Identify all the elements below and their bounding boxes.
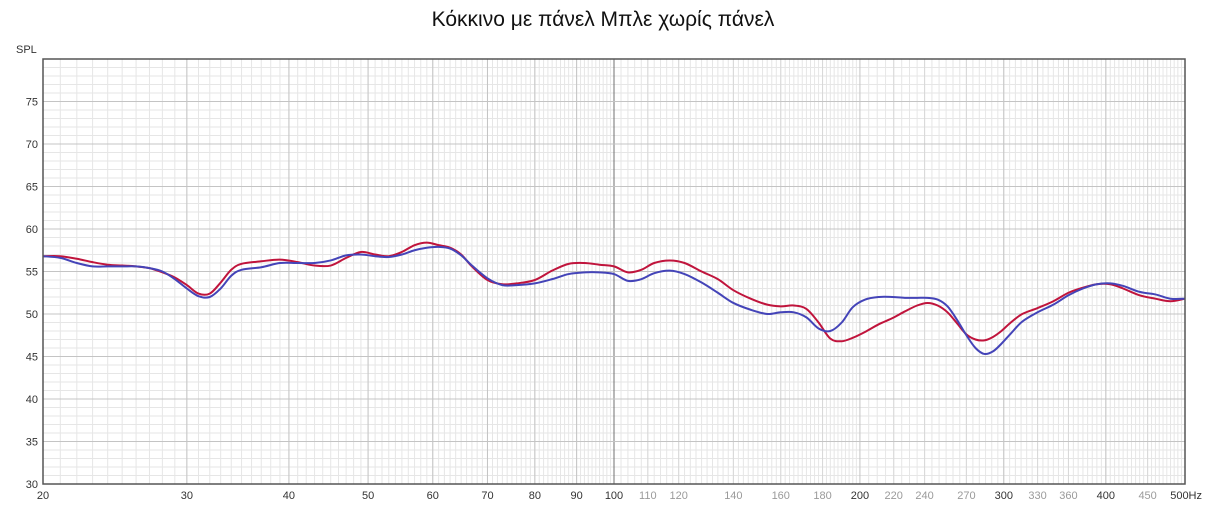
x-tick-label: 40 (283, 490, 295, 502)
x-tick-label: 90 (570, 490, 582, 502)
x-tick-label: 220 (885, 490, 903, 502)
y-tick-label: 50 (26, 309, 38, 321)
x-tick-label: 60 (427, 490, 439, 502)
x-tick-label: 20 (37, 490, 49, 502)
x-tick-label: 330 (1028, 490, 1046, 502)
y-tick-label: 45 (26, 352, 38, 364)
plot-frame (42, 58, 1186, 485)
y-tick-label: 35 (26, 437, 38, 449)
x-tick-label: 270 (957, 490, 975, 502)
x-tick-label: 360 (1059, 490, 1077, 502)
series-line-2 (42, 245, 1186, 356)
y-axis-label: SPL (16, 44, 37, 56)
x-tick-label: 180 (813, 490, 831, 502)
major-grid (43, 59, 1185, 484)
y-tick-label: 65 (26, 182, 38, 194)
y-tick-label: 70 (26, 139, 38, 151)
chart-title: Κόκκινο με πάνελ Μπλε χωρίς πάνελ (431, 8, 775, 31)
y-tick-label: 75 (26, 97, 38, 109)
x-tick-label: 80 (529, 490, 541, 502)
y-tick-labels: 30 35 40 45 50 55 60 65 70 75 (26, 97, 38, 492)
y-tick-label: 60 (26, 224, 38, 236)
x-tick-label: 100 (605, 490, 623, 502)
y-tick-label: 55 (26, 267, 38, 279)
x-tick-labels: 20 30 40 50 60 70 80 90 100 110 120 140 160 180 200 220… (37, 490, 1202, 502)
x-tick-label: 30 (181, 490, 193, 502)
x-tick-label: 300 (995, 490, 1013, 502)
x-tick-label: 240 (915, 490, 933, 502)
x-tick-label: 140 (724, 490, 742, 502)
x-tick-label: 200 (851, 490, 869, 502)
x-tick-label: 70 (481, 490, 493, 502)
x-tick-label: 120 (670, 490, 688, 502)
series-line-1 (42, 241, 1186, 343)
x-tick-label: 450 (1138, 490, 1156, 502)
x-tick-label: 500Hz (1170, 490, 1202, 502)
x-tick-label: 160 (772, 490, 790, 502)
x-tick-label: 50 (362, 490, 374, 502)
series-lines (42, 241, 1186, 356)
x-tick-label: 400 (1097, 490, 1115, 502)
y-tick-label: 40 (26, 394, 38, 406)
y-tick-label: 30 (26, 479, 38, 491)
x-tick-label: 110 (639, 490, 657, 502)
